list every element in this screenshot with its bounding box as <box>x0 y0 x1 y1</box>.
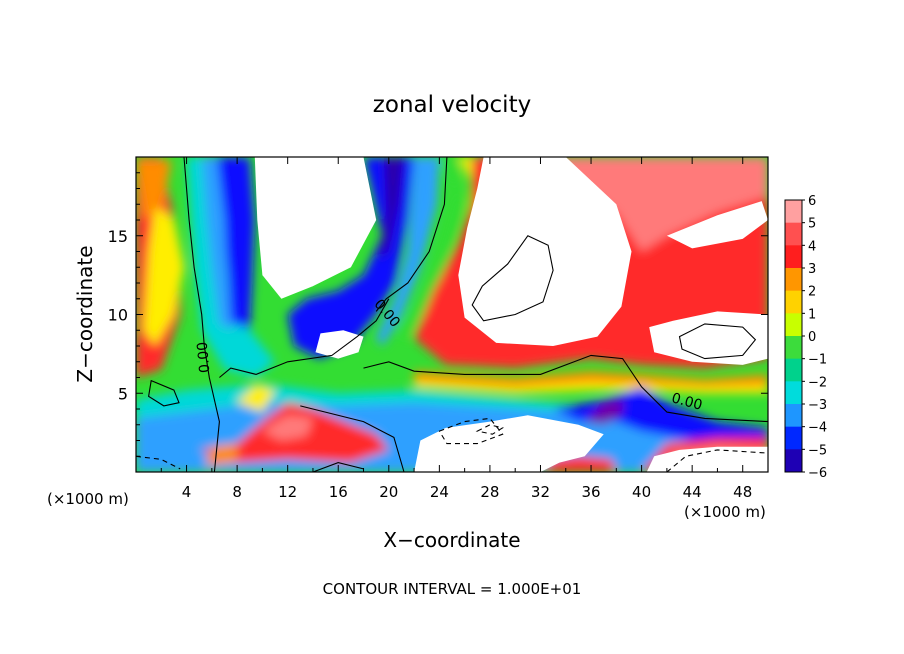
y-tick-label: 5 <box>118 384 128 403</box>
zero-contour-left <box>183 157 220 472</box>
white-hole-right <box>649 311 768 365</box>
white-hole-upper-left <box>254 157 377 299</box>
colorbar-label: −2 <box>808 375 827 390</box>
colorbar-label: 1 <box>808 307 816 322</box>
colorbar-label: 2 <box>808 285 816 300</box>
colorbar-label: −4 <box>808 421 827 436</box>
center-navy-core <box>378 157 404 261</box>
x-tick-label: 20 <box>379 483 398 501</box>
colorbar-swatch <box>785 222 802 246</box>
contour-bottom-bump <box>312 462 364 472</box>
x-tick-label: 4 <box>182 483 192 501</box>
colorbar-swatch <box>785 358 802 382</box>
right-purple-spot <box>584 399 624 425</box>
colorbar-label: 3 <box>808 262 816 277</box>
right-pink-top <box>477 157 768 252</box>
colorbar-label: −5 <box>808 443 827 458</box>
colorbar-swatch <box>785 336 802 360</box>
negative-contour-bottom-center-a <box>438 417 504 445</box>
positive-contour-center <box>471 235 554 322</box>
zero-contour-center <box>375 157 448 312</box>
y-tick-label: 10 <box>108 306 128 325</box>
chart-title: zonal velocity <box>373 92 531 118</box>
x-tick-label: 48 <box>733 483 752 501</box>
x-tick-label: 16 <box>329 483 348 501</box>
colorbar-label: −1 <box>808 353 827 368</box>
lower-left-pink-spot <box>262 415 313 441</box>
white-hole-upper-right <box>666 201 768 249</box>
colorbar-label: −3 <box>808 398 827 413</box>
velocity-field <box>136 157 768 472</box>
colorbar-swatch <box>785 245 802 269</box>
x-axis-label: X−coordinate <box>383 528 520 552</box>
x-tick-label: 36 <box>581 483 600 501</box>
x-tick-label: 40 <box>632 483 651 501</box>
colorbar-swatch <box>785 268 802 292</box>
x-tick-label: 28 <box>480 483 499 501</box>
colorbar-label: 5 <box>808 217 816 232</box>
colorbar-swatch <box>785 313 802 337</box>
y-axis-label: Z−coordinate <box>73 245 97 382</box>
colorbar: 6 5 4 3 2 1 0 −1 −2 −3 −4 −5 −6 <box>784 194 827 481</box>
negative-contour-bottom-left <box>136 455 181 470</box>
x-tick-label: 24 <box>430 483 449 501</box>
left-blue-column <box>211 157 255 331</box>
y-tick-label: 15 <box>108 227 128 246</box>
contour-label: 0.00 <box>195 341 214 373</box>
colorbar-label: 4 <box>808 239 816 254</box>
colorbar-swatch <box>785 404 802 428</box>
zero-contour-right <box>363 354 768 423</box>
x-unit-left: (×1000 m) <box>47 490 129 508</box>
left-lightblue-column <box>201 157 233 331</box>
white-hole-bottom-right <box>646 446 768 472</box>
right-blue-lower <box>553 386 768 444</box>
zero-contour-mid <box>219 298 390 378</box>
positive-contour-right <box>678 323 757 360</box>
white-hole-bottom-center <box>414 415 604 472</box>
contour-label: 0.00 <box>670 390 704 414</box>
x-unit-right: (×1000 m) <box>684 503 766 521</box>
x-tick-label: 12 <box>278 483 297 501</box>
colorbar-swatch <box>785 200 802 224</box>
contour-left-oval <box>147 379 180 407</box>
colorbar-label: 6 <box>808 194 816 209</box>
right-orange-band <box>414 371 768 391</box>
x-tick-label: 44 <box>683 483 702 501</box>
white-hole-center <box>458 157 632 346</box>
x-tick-label: 32 <box>531 483 550 501</box>
white-hole-small-oval <box>315 330 364 359</box>
x-axis: 4 8 12 16 20 24 28 32 36 40 44 48 <box>160 157 752 501</box>
center-lightblue-arm <box>376 157 440 346</box>
lower-left-yellow <box>237 383 275 413</box>
contour-interval-note: CONTOUR INTERVAL = 1.000E+01 <box>323 580 582 598</box>
negative-contour-bottom-right <box>666 449 768 472</box>
colorbar-swatch <box>785 290 802 314</box>
colorbar-label: −6 <box>808 466 827 481</box>
negative-contour-bottom-center-b <box>475 424 505 435</box>
left-orange-top <box>136 160 172 220</box>
lower-left-orange <box>205 443 238 466</box>
left-yellow-edge <box>143 204 184 346</box>
zero-contour-lower <box>300 405 405 472</box>
colorbar-label: 0 <box>808 330 816 345</box>
center-blue-arm <box>287 157 415 359</box>
y-axis: 5 10 15 <box>108 172 768 457</box>
right-yellow-band <box>414 380 768 394</box>
x-tick-label: 8 <box>232 483 242 501</box>
colorbar-swatch <box>785 426 802 450</box>
colorbar-swatch <box>785 449 802 473</box>
colorbar-swatch <box>785 381 802 405</box>
